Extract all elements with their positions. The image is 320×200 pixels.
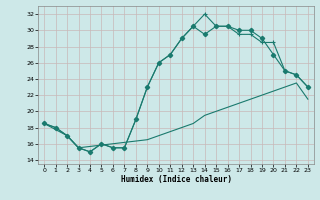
X-axis label: Humidex (Indice chaleur): Humidex (Indice chaleur) <box>121 175 231 184</box>
